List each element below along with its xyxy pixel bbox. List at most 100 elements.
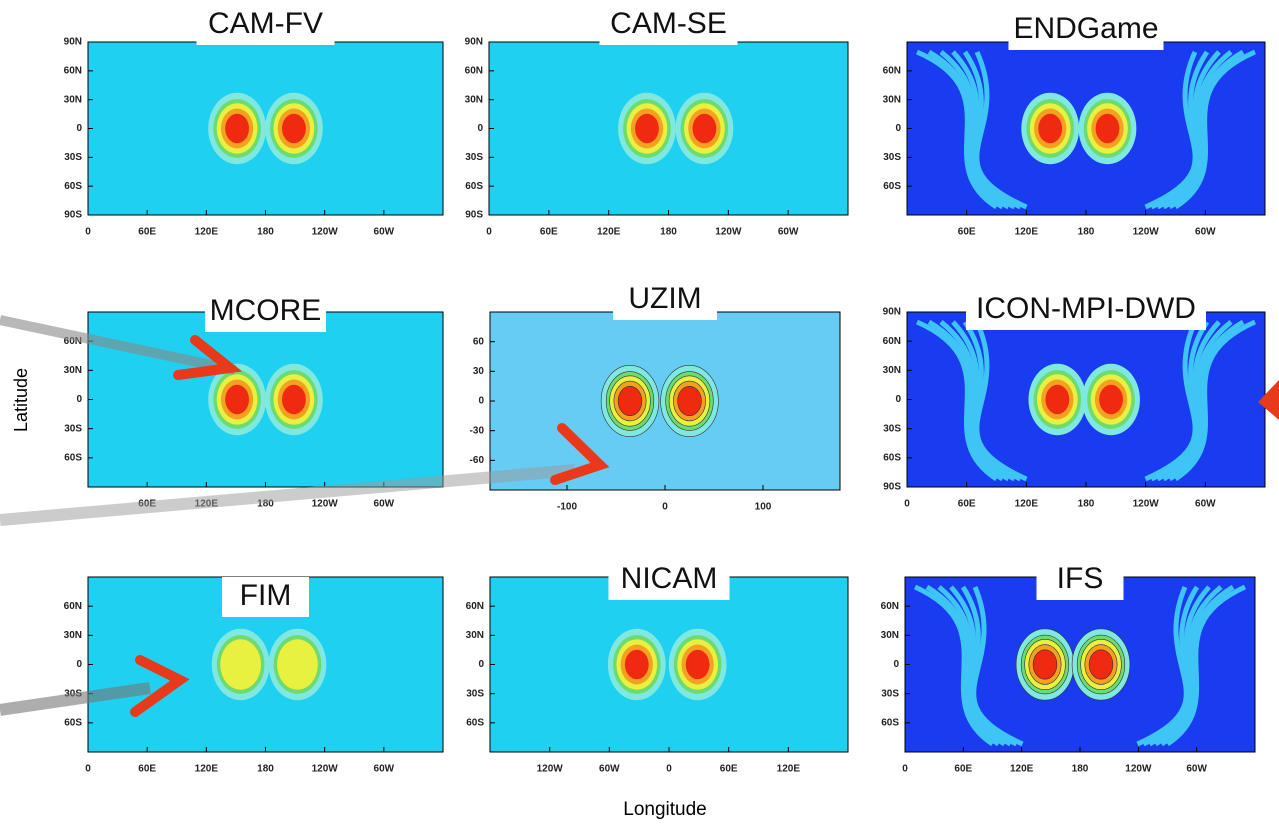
y-tick-label: 30S (466, 688, 484, 699)
contour (677, 385, 702, 416)
x-tick-label: 60E (138, 764, 156, 775)
x-tick-label: 100 (755, 502, 772, 513)
y-tick-label: 30S (883, 423, 901, 434)
x-tick-label: 180 (1078, 499, 1095, 510)
x-tick-label: 120W (715, 227, 742, 238)
y-tick-label: 0 (478, 396, 484, 407)
x-tick-label: 60E (138, 227, 156, 238)
swirl (974, 320, 1198, 482)
contour (1038, 113, 1063, 144)
x-axis-label: Longitude (623, 799, 706, 820)
swirl (971, 586, 1189, 747)
swirl (927, 319, 1245, 482)
y-tick-label: 0 (76, 394, 82, 405)
title-box (205, 292, 326, 332)
contour (1088, 649, 1114, 680)
annotations (0, 315, 1279, 717)
x-tick-label: 120E (195, 227, 219, 238)
panel-title: UZIM (628, 282, 701, 315)
y-tick-label: 30N (466, 630, 484, 641)
contour (1099, 384, 1123, 415)
x-tick-label: 120W (312, 227, 339, 238)
x-tick-label: 0 (902, 764, 908, 775)
y-tick-label: -30 (470, 425, 485, 436)
shadow (0, 464, 576, 526)
x-tick-label: 60E (958, 227, 976, 238)
x-tick-label: 60W (1186, 764, 1207, 775)
contour (617, 385, 643, 416)
swirl (937, 585, 1223, 747)
x-tick-label: 60W (1195, 227, 1216, 238)
x-tick-label: 120E (1010, 764, 1034, 775)
x-tick-label: 60W (599, 764, 620, 775)
shadow (0, 682, 151, 716)
panel-title: NICAM (621, 562, 718, 595)
contour (685, 649, 710, 680)
y-tick-label: 30S (883, 152, 901, 163)
arrow (1258, 380, 1279, 420)
y-tick-label: 0 (478, 659, 484, 670)
x-tick-label: 60E (720, 764, 738, 775)
y-tick-label: 60S (64, 717, 82, 728)
y-tick-label: 60S (466, 717, 484, 728)
contour (692, 113, 717, 144)
contour (1045, 384, 1070, 415)
y-tick-label: 60S (64, 452, 82, 463)
contour (277, 639, 318, 690)
panel-title: ENDGame (1013, 12, 1158, 45)
title-box (608, 560, 730, 600)
y-tick-label: 60S (881, 717, 899, 728)
x-tick-label: 60E (954, 764, 972, 775)
x-tick-label: 180 (660, 227, 677, 238)
x-tick-label: 60W (374, 499, 395, 510)
x-tick-label: 120W (312, 499, 339, 510)
y-tick-label: 30N (465, 94, 483, 105)
x-tick-label: 180 (1072, 764, 1089, 775)
y-tick-label: -60 (470, 455, 485, 466)
x-tick-label: 0 (85, 227, 91, 238)
panel-title: MCORE (210, 294, 322, 327)
y-tick-label: 30 (473, 366, 485, 377)
x-tick-label: 120W (1125, 764, 1152, 775)
y-tick-label: 30S (465, 152, 483, 163)
y-tick-label: 90N (883, 307, 901, 318)
y-tick-label: 0 (76, 659, 82, 670)
y-tick-label: 90S (465, 210, 483, 221)
x-tick-label: 120E (195, 764, 219, 775)
y-tick-label: 30N (883, 365, 901, 376)
y-tick-label: 60S (883, 452, 901, 463)
swirl (927, 49, 1245, 210)
arrow (550, 423, 610, 485)
y-tick-label: 60N (883, 65, 901, 76)
y-tick-label: 60N (64, 65, 82, 76)
panel-title: ICON-MPI-DWD (976, 292, 1196, 325)
x-tick-label: 120W (537, 764, 564, 775)
x-tick-label: 60E (958, 499, 976, 510)
x-tick-label: 60W (778, 227, 799, 238)
x-tick-label: 0 (904, 499, 910, 510)
y-tick-label: 90N (465, 37, 483, 48)
contour (225, 113, 250, 144)
y-tick-label: 90N (64, 37, 82, 48)
y-tick-label: 30N (881, 630, 899, 641)
x-tick-label: 0 (85, 764, 91, 775)
y-tick-label: 30S (881, 688, 899, 699)
y-tick-label: 30N (883, 94, 901, 105)
swirl (974, 50, 1198, 210)
title-box (1036, 560, 1124, 600)
swirl (925, 584, 1235, 747)
panel-title: CAM-FV (208, 7, 323, 40)
contour (1032, 649, 1058, 680)
y-tick-label: 60N (881, 601, 899, 612)
y-tick-label: 0 (895, 394, 901, 405)
x-tick-label: -100 (557, 502, 577, 513)
x-tick-label: 180 (1078, 227, 1095, 238)
contour (1095, 113, 1120, 144)
y-tick-label: 30N (64, 94, 82, 105)
x-tick-label: 180 (257, 227, 274, 238)
y-tick-label: 60N (64, 336, 82, 347)
